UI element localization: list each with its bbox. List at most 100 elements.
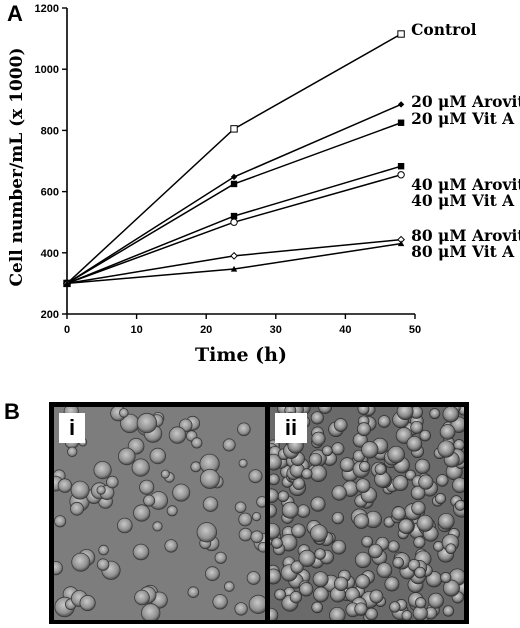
cell-shape bbox=[416, 514, 434, 532]
cell-shape bbox=[333, 576, 349, 591]
cell-shape bbox=[436, 474, 449, 487]
cell-shape bbox=[270, 607, 279, 620]
chart-series bbox=[63, 30, 405, 288]
cell-shape bbox=[187, 586, 200, 599]
cell-shape bbox=[248, 594, 265, 614]
cell-shape bbox=[445, 543, 457, 555]
cell-shape bbox=[361, 441, 379, 459]
cell-shape bbox=[310, 524, 328, 543]
series-label: 40 μM Arovit bbox=[411, 175, 520, 194]
cell-shape bbox=[117, 517, 133, 534]
data-point bbox=[230, 218, 238, 226]
x-axis-label: Time (h) bbox=[195, 344, 287, 366]
cell-shape bbox=[339, 457, 355, 473]
cell-shape bbox=[93, 460, 112, 480]
cell-shape bbox=[384, 576, 400, 592]
y-tick-label: 1200 bbox=[35, 3, 59, 15]
cell-shape bbox=[331, 539, 347, 555]
cell-shape bbox=[270, 453, 282, 471]
x-tick-label: 40 bbox=[339, 324, 351, 336]
cell-shape bbox=[96, 485, 106, 495]
cell-shape bbox=[301, 468, 313, 480]
cell-shape bbox=[359, 461, 371, 473]
cell-shape bbox=[427, 592, 444, 609]
cell-shape bbox=[190, 461, 202, 473]
cell-shape bbox=[331, 511, 345, 525]
cell-shape bbox=[271, 537, 283, 549]
data-point bbox=[230, 212, 238, 220]
cell-shape bbox=[132, 543, 150, 561]
data-point bbox=[397, 119, 405, 126]
cell-shape bbox=[310, 411, 324, 425]
cell-shape bbox=[164, 539, 178, 553]
panel-b-label: B bbox=[4, 399, 20, 424]
cell-shape bbox=[204, 566, 220, 582]
cell-shape bbox=[248, 469, 263, 484]
cell-shape bbox=[419, 429, 431, 442]
cell-shape bbox=[292, 477, 306, 490]
cell-shape bbox=[238, 458, 248, 468]
cell-shape bbox=[270, 568, 282, 585]
x-tick-label: 30 bbox=[270, 324, 282, 336]
cell-shape bbox=[98, 544, 109, 556]
cell-shape bbox=[405, 469, 417, 481]
y-axis-label: Cell number/mL (x 1000) bbox=[7, 47, 27, 286]
cell-shape bbox=[440, 572, 452, 584]
cell-shape bbox=[309, 464, 327, 482]
y-tick-label: 1000 bbox=[35, 64, 59, 76]
cell-shape bbox=[270, 488, 279, 504]
series-label: 20 μM Arovit bbox=[411, 92, 520, 111]
series-label: Control bbox=[411, 20, 477, 39]
cell-shape bbox=[387, 445, 405, 464]
cell-shape bbox=[313, 586, 329, 603]
series-path bbox=[66, 33, 402, 284]
cell-shape bbox=[365, 607, 378, 620]
cell-shape bbox=[54, 561, 63, 576]
cell-shape bbox=[214, 551, 227, 564]
cell-shape bbox=[410, 485, 426, 501]
cell-shape bbox=[398, 518, 414, 535]
cell-shape bbox=[411, 500, 426, 516]
micrograph-frame: i ii bbox=[49, 402, 469, 624]
cell-shape bbox=[396, 407, 414, 420]
series-label: 40 μM Vit A bbox=[411, 191, 515, 210]
cell-shape bbox=[415, 597, 427, 609]
y-tick-label: 400 bbox=[41, 248, 59, 260]
cell-shape bbox=[67, 446, 78, 458]
cell-shape bbox=[429, 408, 441, 420]
cell-shape bbox=[290, 560, 304, 574]
cell-shape bbox=[238, 512, 253, 527]
y-tick-label: 600 bbox=[41, 187, 59, 199]
cell-shape bbox=[149, 447, 167, 465]
cell-shape bbox=[437, 440, 455, 458]
y-tick-label: 800 bbox=[41, 125, 59, 137]
cell-shape bbox=[172, 483, 191, 502]
data-point bbox=[230, 251, 238, 260]
cell-shape bbox=[308, 452, 323, 467]
cell-shape bbox=[270, 522, 281, 540]
cell-shape bbox=[357, 422, 371, 437]
cell-shape bbox=[353, 513, 370, 529]
cell-shape bbox=[418, 474, 434, 490]
micrograph-panel-i: i bbox=[54, 407, 265, 620]
cell-shape bbox=[442, 579, 460, 597]
cell-shape bbox=[70, 501, 84, 516]
chart-axes: 200 400 600 800 1000 1200 0 10 20 30 40 50 Time (h) C… bbox=[7, 3, 421, 366]
cell-shape bbox=[291, 523, 306, 539]
cell-shape bbox=[414, 458, 431, 475]
series-label: 80 μM Vit A bbox=[411, 242, 515, 261]
cell-shape bbox=[361, 535, 374, 548]
cell-shape bbox=[312, 571, 329, 588]
data-point bbox=[230, 173, 238, 181]
cell-shape bbox=[377, 415, 391, 428]
data-point bbox=[230, 265, 238, 272]
cell-shape bbox=[143, 494, 156, 507]
cell-shape bbox=[131, 458, 150, 477]
cell-shape bbox=[376, 562, 393, 579]
cell-shape bbox=[250, 530, 264, 544]
cell-shape bbox=[168, 426, 187, 444]
cell-shape bbox=[238, 527, 253, 542]
cell-shape bbox=[389, 601, 401, 613]
cell-shape bbox=[196, 522, 218, 543]
cell-shape bbox=[277, 490, 290, 503]
